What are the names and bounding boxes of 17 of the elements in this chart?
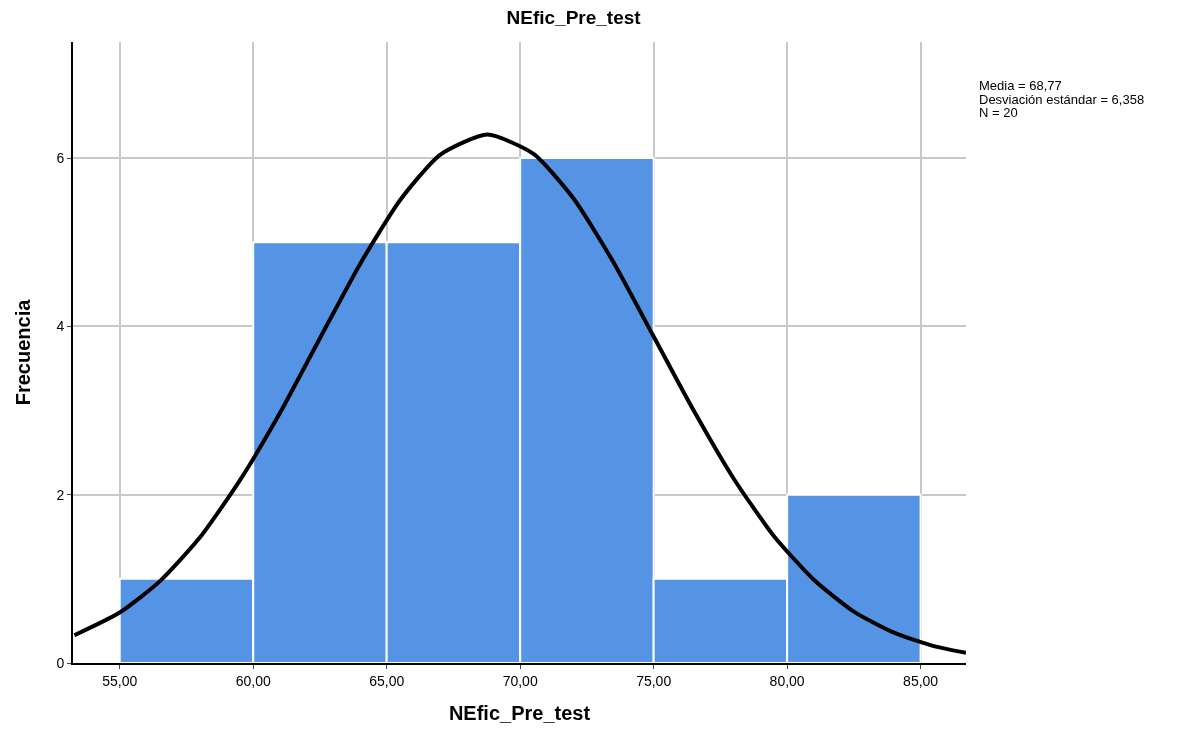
y-tick-label: 4 bbox=[56, 318, 65, 335]
x-tick-label: 85,00 bbox=[903, 672, 939, 689]
y-tick-label: 6 bbox=[56, 150, 65, 167]
chart-title: NEfic_Pre_test bbox=[506, 7, 642, 29]
x-tick-label: 65,00 bbox=[369, 672, 405, 689]
x-tick-label: 55,00 bbox=[102, 672, 138, 689]
y-tick-label: 0 bbox=[56, 654, 65, 671]
y-axis-title: Frecuencia bbox=[12, 298, 35, 406]
y-tick-label: 2 bbox=[56, 486, 65, 503]
x-tick-label: 80,00 bbox=[769, 672, 805, 689]
text: N = 20 bbox=[979, 105, 1018, 120]
x-tick-label: 70,00 bbox=[502, 672, 538, 689]
x-tick-label: 75,00 bbox=[636, 672, 672, 689]
x-tick-label: 60,00 bbox=[235, 672, 271, 689]
text: Media = 68,77 bbox=[979, 78, 1062, 93]
text: Desviación estándar = 6,358 bbox=[979, 92, 1145, 107]
x-axis-title: NEfic_Pre_test bbox=[448, 701, 591, 724]
